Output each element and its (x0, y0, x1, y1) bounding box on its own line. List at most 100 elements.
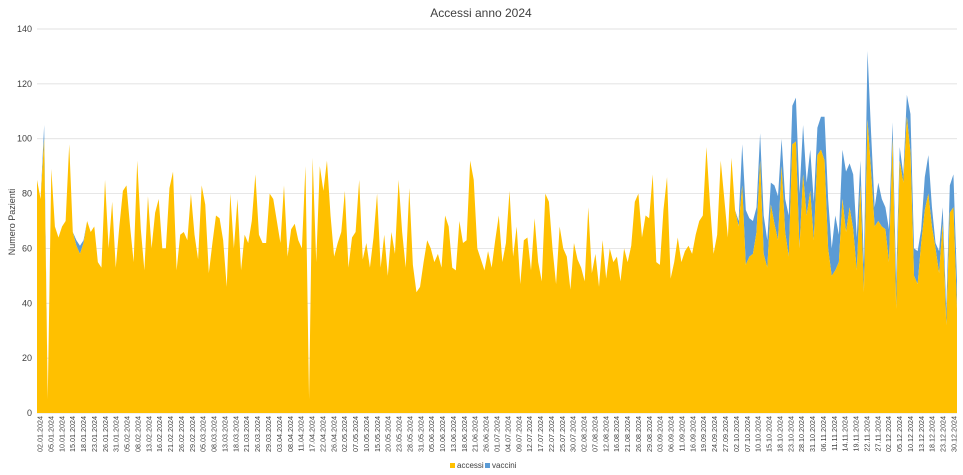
x-tick-label: 26.08.2024 (634, 416, 643, 452)
x-tick-label: 13.12.2024 (917, 416, 926, 452)
y-tick-label: 20 (22, 353, 32, 363)
x-tick-label: 18.10.2024 (775, 416, 784, 452)
x-tick-label: 18.03.2024 (231, 416, 240, 452)
y-tick-label: 40 (22, 298, 32, 308)
x-tick-label: 24.09.2024 (710, 416, 719, 452)
x-tick-label: 22.04.2024 (318, 416, 327, 452)
x-tick-label: 18.12.2024 (928, 416, 937, 452)
x-tick-label: 22.07.2024 (547, 416, 556, 452)
x-tick-label: 13.03.2024 (220, 416, 229, 452)
x-tick-label: 21.03.2024 (242, 416, 251, 452)
x-tick-label: 19.11.2024 (852, 416, 861, 451)
legend-swatch-vaccini (485, 463, 490, 468)
legend-label-vaccini: vaccini (492, 461, 517, 470)
y-tick-label: 80 (22, 189, 32, 199)
x-tick-label: 04.07.2024 (503, 416, 512, 452)
x-tick-label: 23.05.2024 (395, 416, 404, 452)
x-tick-label: 17.04.2024 (308, 416, 317, 452)
x-tick-label: 10.10.2024 (754, 416, 763, 452)
x-tick-label: 07.08.2024 (590, 416, 599, 452)
legend-label-accessi: accessi (457, 461, 484, 470)
x-tick-label: 23.10.2024 (786, 416, 795, 452)
x-tick-label: 15.01.2024 (68, 416, 77, 452)
x-tick-label: 13.06.2024 (449, 416, 458, 452)
x-tick-label: 07.10.2024 (743, 416, 752, 452)
x-tick-label: 10.05.2024 (362, 416, 371, 452)
x-tick-label: 22.11.2024 (862, 416, 871, 451)
y-tick-label: 120 (17, 79, 32, 89)
x-tick-label: 02.08.2024 (580, 416, 589, 452)
x-tick-label: 11.04.2024 (297, 416, 306, 451)
x-tick-label: 31.01.2024 (112, 416, 121, 452)
legend-swatch-accessi (450, 463, 455, 468)
x-tick-label: 30.12.2024 (950, 416, 959, 452)
x-tick-label: 12.08.2024 (601, 416, 610, 452)
x-tick-label: 26.04.2024 (329, 416, 338, 452)
x-tick-label: 05.03.2024 (199, 416, 208, 452)
x-tick-label: 01.07.2024 (493, 416, 502, 452)
x-tick-label: 05.06.2024 (427, 416, 436, 452)
x-tick-label: 06.11.2024 (819, 416, 828, 451)
x-tick-label: 02.05.2024 (340, 416, 349, 452)
x-tick-label: 02.10.2024 (732, 416, 741, 452)
x-tick-label: 21.06.2024 (471, 416, 480, 452)
x-tick-label: 16.08.2024 (612, 416, 621, 452)
x-tick-label: 23.01.2024 (90, 416, 99, 452)
x-tick-label: 08.02.2024 (133, 416, 142, 452)
plot-areas (37, 50, 957, 414)
x-tick-label: 20.05.2024 (384, 416, 393, 452)
y-tick-label: 60 (22, 243, 32, 253)
x-tick-label: 21.02.2024 (166, 416, 175, 452)
x-tick-label: 28.05.2024 (405, 416, 414, 452)
x-tick-label: 29.08.2024 (645, 416, 654, 452)
x-tick-label: 08.04.2024 (286, 416, 295, 452)
x-tick-label: 05.02.2024 (123, 416, 132, 452)
x-tick-label: 03.04.2024 (275, 416, 284, 452)
x-tick-label: 10.12.2024 (906, 416, 915, 452)
x-tick-label: 19.09.2024 (699, 416, 708, 452)
x-tick-label: 31.10.2024 (808, 416, 817, 452)
x-tick-label: 27.09.2024 (721, 416, 730, 452)
x-tick-label: 18.01.2024 (79, 416, 88, 452)
x-tick-label: 15.10.2024 (765, 416, 774, 452)
x-tick-label: 30.07.2024 (569, 416, 578, 452)
x-tick-label: 27.11.2024 (873, 416, 882, 451)
x-tick-label: 25.07.2024 (558, 416, 567, 452)
x-tick-label: 11.11.2024 (830, 416, 839, 451)
x-tick-label: 26.02.2024 (177, 416, 186, 452)
area-series-accessi (37, 116, 957, 414)
x-tick-label: 12.07.2024 (525, 416, 534, 452)
x-tick-label: 11.09.2024 (677, 416, 686, 451)
x-tick-label: 29.03.2024 (264, 416, 273, 452)
x-tick-labels: 02.01.2024 05.01.2024 10.01.2024 15.01.2024… (36, 416, 959, 452)
x-tick-label: 02.01.2024 (36, 416, 45, 452)
x-tick-label: 21.08.2024 (623, 416, 632, 452)
x-tick-label: 08.03.2024 (210, 416, 219, 452)
x-tick-label: 07.05.2024 (351, 416, 360, 452)
x-tick-label: 02.12.2024 (884, 416, 893, 452)
x-tick-label: 26.06.2024 (482, 416, 491, 452)
y-tick-label: 0 (27, 408, 32, 418)
y-tick-labels: 0 20 40 60 80 100 120 140 (17, 24, 32, 418)
x-tick-label: 16.02.2024 (155, 416, 164, 452)
y-tick-label: 100 (17, 134, 32, 144)
x-tick-label: 10.01.2024 (57, 416, 66, 452)
y-tick-label: 140 (17, 24, 32, 34)
x-tick-label: 15.05.2024 (373, 416, 382, 452)
x-tick-label: 18.06.2024 (460, 416, 469, 452)
chart-title: Accessi anno 2024 (430, 6, 532, 20)
x-tick-label: 31.05.2024 (416, 416, 425, 452)
x-tick-label: 09.07.2024 (514, 416, 523, 452)
y-axis-label: Numero Pazienti (7, 189, 17, 256)
x-tick-label: 26.03.2024 (253, 416, 262, 452)
x-tick-label: 05.01.2024 (46, 416, 55, 452)
x-tick-label: 17.07.2024 (536, 416, 545, 452)
x-tick-label: 10.06.2024 (438, 416, 447, 452)
legend: accessi vaccini (450, 461, 517, 470)
x-tick-label: 23.12.2024 (939, 416, 948, 452)
x-tick-label: 03.09.2024 (656, 416, 665, 452)
x-tick-label: 14.11.2024 (841, 416, 850, 451)
x-tick-label: 26.01.2024 (101, 416, 110, 452)
x-tick-label: 16.09.2024 (688, 416, 697, 452)
